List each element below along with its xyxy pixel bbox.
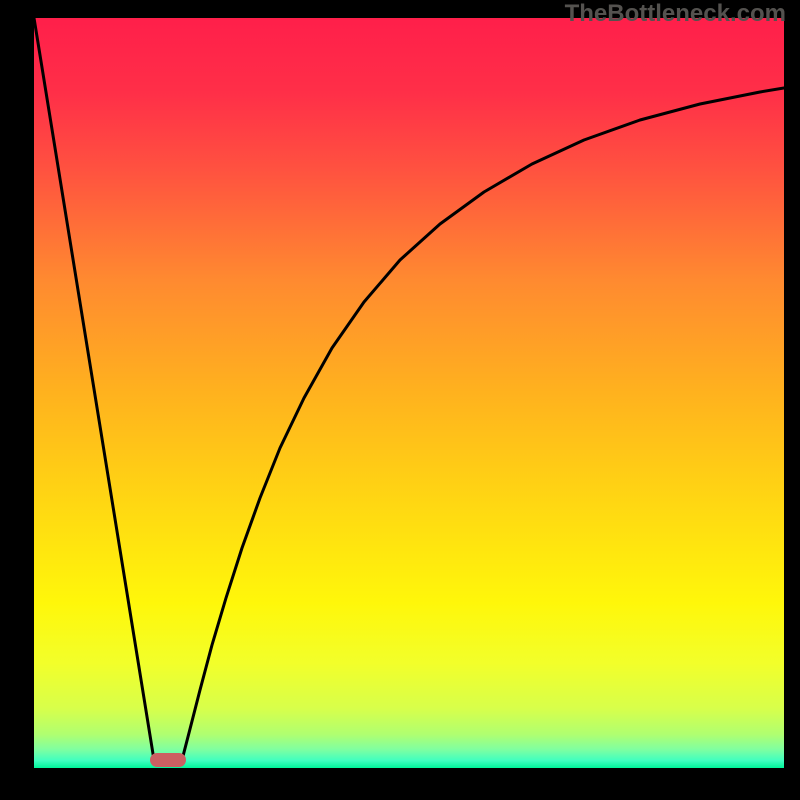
curve-layer bbox=[34, 18, 784, 768]
chart-container: TheBottleneck.com bbox=[0, 0, 800, 800]
watermark-text: TheBottleneck.com bbox=[565, 0, 786, 28]
valley-marker bbox=[150, 753, 186, 767]
plot-area bbox=[34, 18, 784, 768]
